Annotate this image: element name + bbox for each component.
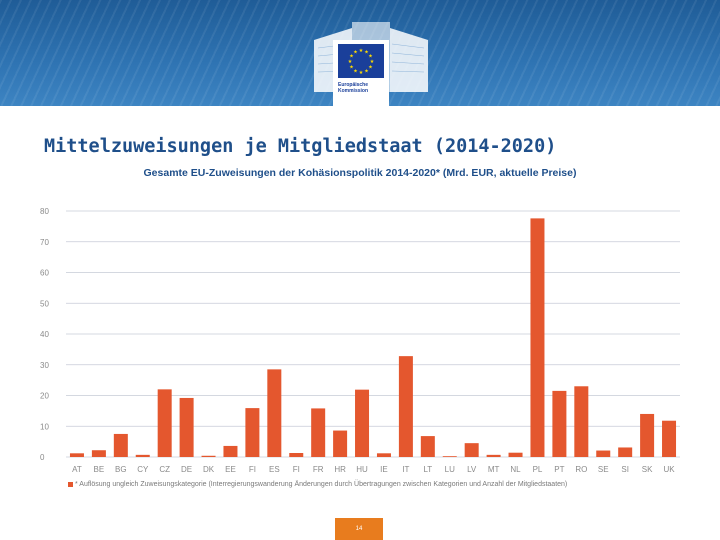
flag-star-icon: ★ bbox=[364, 49, 369, 55]
bar-uk-27 bbox=[662, 420, 677, 457]
slide-title: Mittelzuweisungen je Mitgliedstaat (2014… bbox=[44, 136, 557, 157]
x-tick-label: BG bbox=[115, 465, 127, 474]
legend-text: * Auflösung ungleich Zuweisungskategorie… bbox=[75, 481, 568, 488]
bar-ie-14 bbox=[376, 453, 391, 457]
page-number: 14 bbox=[335, 518, 383, 540]
x-tick-label: CZ bbox=[159, 465, 170, 474]
flag-star-icon: ★ bbox=[353, 49, 358, 55]
x-tick-label: DE bbox=[181, 465, 192, 474]
flag-star-icon: ★ bbox=[368, 54, 373, 60]
bar-bg-2 bbox=[113, 433, 128, 457]
flag-star-icon: ★ bbox=[348, 59, 353, 65]
x-tick-label: LT bbox=[423, 465, 432, 474]
x-tick-label: SI bbox=[621, 465, 629, 474]
flag-star-icon: ★ bbox=[370, 59, 375, 65]
eu-flag-icon: ★ ★ ★ ★ ★ ★ ★ ★ ★ ★ ★ ★ bbox=[338, 44, 384, 78]
y-tick-label: 0 bbox=[40, 453, 45, 462]
bar-cz-4 bbox=[157, 389, 172, 457]
bar-mt-19 bbox=[486, 454, 501, 457]
x-tick-label: PT bbox=[554, 465, 564, 474]
bar-lu-17 bbox=[442, 456, 457, 457]
x-tick-label: FR bbox=[313, 465, 324, 474]
x-tick-label: MT bbox=[488, 465, 500, 474]
bar-ee-7 bbox=[223, 445, 238, 457]
flag-star-icon: ★ bbox=[368, 65, 373, 71]
logo-text: Europäische Kommission bbox=[338, 82, 369, 94]
x-tick-label: LU bbox=[445, 465, 455, 474]
european-commission-logo: ★ ★ ★ ★ ★ ★ ★ ★ ★ ★ ★ ★ Europäische Kommission bbox=[333, 40, 389, 106]
x-tick-label: RO bbox=[575, 465, 587, 474]
x-tick-label: IT bbox=[402, 465, 409, 474]
bar-nl-20 bbox=[508, 452, 523, 457]
x-tick-label: IE bbox=[380, 465, 388, 474]
bar-ro-23 bbox=[574, 386, 589, 457]
bar-pt-22 bbox=[552, 390, 567, 457]
x-tick-label: PL bbox=[533, 465, 543, 474]
y-tick-label: 10 bbox=[40, 422, 49, 431]
legend-swatch bbox=[68, 481, 73, 487]
y-tick-label: 20 bbox=[40, 392, 49, 401]
bar-chart: 0 10 20 30 40 50 60 70 80 AT BE BG CY CZ DE DK EE FI ES FI… bbox=[40, 207, 680, 474]
x-tick-labels: AT BE BG CY CZ DE DK EE FI ES FI FR HR HU IE IT LT LU LV MT… bbox=[72, 465, 675, 474]
bar-cy-3 bbox=[135, 454, 150, 457]
x-tick-label: ES bbox=[269, 465, 280, 474]
bar-si-25 bbox=[618, 447, 633, 457]
x-tick-label: HR bbox=[334, 465, 346, 474]
bar-be-1 bbox=[91, 450, 106, 457]
chart-legend: * Auflösung ungleich Zuweisungskategorie… bbox=[68, 481, 688, 488]
y-tick-label: 30 bbox=[40, 361, 49, 370]
y-tick-label: 80 bbox=[40, 207, 49, 216]
y-tick-label: 50 bbox=[40, 299, 49, 308]
x-tick-label: NL bbox=[510, 465, 521, 474]
bar-dk-6 bbox=[201, 455, 216, 457]
bars bbox=[69, 218, 677, 457]
bar-lv-18 bbox=[464, 443, 479, 457]
bar-it-15 bbox=[398, 356, 413, 457]
bar-se-24 bbox=[596, 450, 611, 457]
x-tick-label: SK bbox=[642, 465, 653, 474]
x-tick-label: AT bbox=[72, 465, 82, 474]
bar-hr-12 bbox=[333, 430, 348, 457]
x-tick-label: UK bbox=[663, 465, 675, 474]
x-tick-label: SE bbox=[598, 465, 609, 474]
bar-sk-26 bbox=[640, 413, 655, 457]
flag-star-icon: ★ bbox=[349, 65, 354, 71]
y-tick-label: 40 bbox=[40, 330, 49, 339]
bar-fi-8 bbox=[245, 408, 260, 457]
flag-star-icon: ★ bbox=[349, 54, 354, 60]
x-tick-label: CY bbox=[137, 465, 149, 474]
x-tick-label: EE bbox=[225, 465, 236, 474]
header-banner: ★ ★ ★ ★ ★ ★ ★ ★ ★ ★ ★ ★ Europäische Kommission bbox=[0, 0, 720, 106]
x-tick-label: FI bbox=[249, 465, 256, 474]
bar-es-9 bbox=[267, 369, 282, 457]
bar-pl-21 bbox=[530, 218, 545, 457]
bar-de-5 bbox=[179, 397, 194, 457]
flag-star-icon: ★ bbox=[359, 48, 364, 54]
x-tick-label: DK bbox=[203, 465, 215, 474]
y-tick-label: 70 bbox=[40, 238, 49, 247]
flag-star-icon: ★ bbox=[353, 69, 358, 75]
y-tick-label: 60 bbox=[40, 269, 49, 278]
x-tick-label: BE bbox=[94, 465, 105, 474]
bar-hu-13 bbox=[355, 389, 370, 457]
x-tick-label: HU bbox=[356, 465, 368, 474]
bar-at-0 bbox=[69, 453, 84, 457]
x-tick-label: LV bbox=[467, 465, 477, 474]
y-tick-labels: 0 10 20 30 40 50 60 70 80 bbox=[40, 207, 49, 462]
flag-star-icon: ★ bbox=[364, 69, 369, 75]
chart-title: Gesamte EU-Zuweisungen der Kohäsionspoli… bbox=[143, 167, 577, 179]
bar-fi-10 bbox=[289, 453, 304, 457]
bar-fr-11 bbox=[311, 408, 326, 457]
flag-star-icon: ★ bbox=[359, 70, 364, 76]
bar-lt-16 bbox=[420, 436, 435, 457]
x-tick-label: FI bbox=[293, 465, 300, 474]
